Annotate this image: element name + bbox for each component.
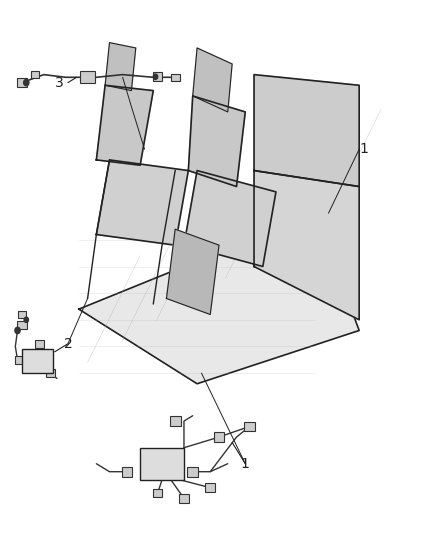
Circle shape	[15, 327, 20, 334]
Circle shape	[24, 79, 29, 86]
Polygon shape	[193, 48, 232, 112]
Bar	[17, 321, 27, 329]
Polygon shape	[96, 85, 153, 165]
Bar	[244, 422, 255, 431]
Bar	[171, 74, 180, 81]
Text: 1: 1	[359, 142, 368, 156]
Bar	[121, 467, 132, 477]
Bar	[187, 467, 198, 477]
Bar	[205, 483, 215, 492]
Bar	[80, 71, 95, 83]
Bar	[17, 78, 27, 87]
Text: 3: 3	[55, 76, 64, 90]
Text: 2: 2	[64, 337, 72, 351]
Polygon shape	[166, 229, 219, 314]
Bar	[35, 340, 44, 348]
Polygon shape	[184, 171, 276, 266]
Bar	[31, 71, 39, 78]
Polygon shape	[79, 213, 359, 384]
Polygon shape	[96, 160, 188, 245]
Bar	[22, 349, 53, 373]
Bar	[18, 311, 26, 318]
Circle shape	[153, 74, 158, 79]
Bar	[179, 494, 189, 503]
Bar	[153, 489, 162, 497]
Bar	[140, 448, 184, 480]
Bar	[46, 369, 55, 377]
Text: 1: 1	[241, 457, 250, 471]
Bar	[170, 416, 180, 426]
Polygon shape	[254, 171, 359, 320]
Polygon shape	[254, 75, 359, 187]
Bar	[153, 72, 162, 81]
Polygon shape	[105, 43, 136, 91]
Circle shape	[24, 317, 28, 322]
Bar	[15, 356, 25, 364]
Bar	[214, 432, 224, 442]
Polygon shape	[188, 96, 245, 187]
